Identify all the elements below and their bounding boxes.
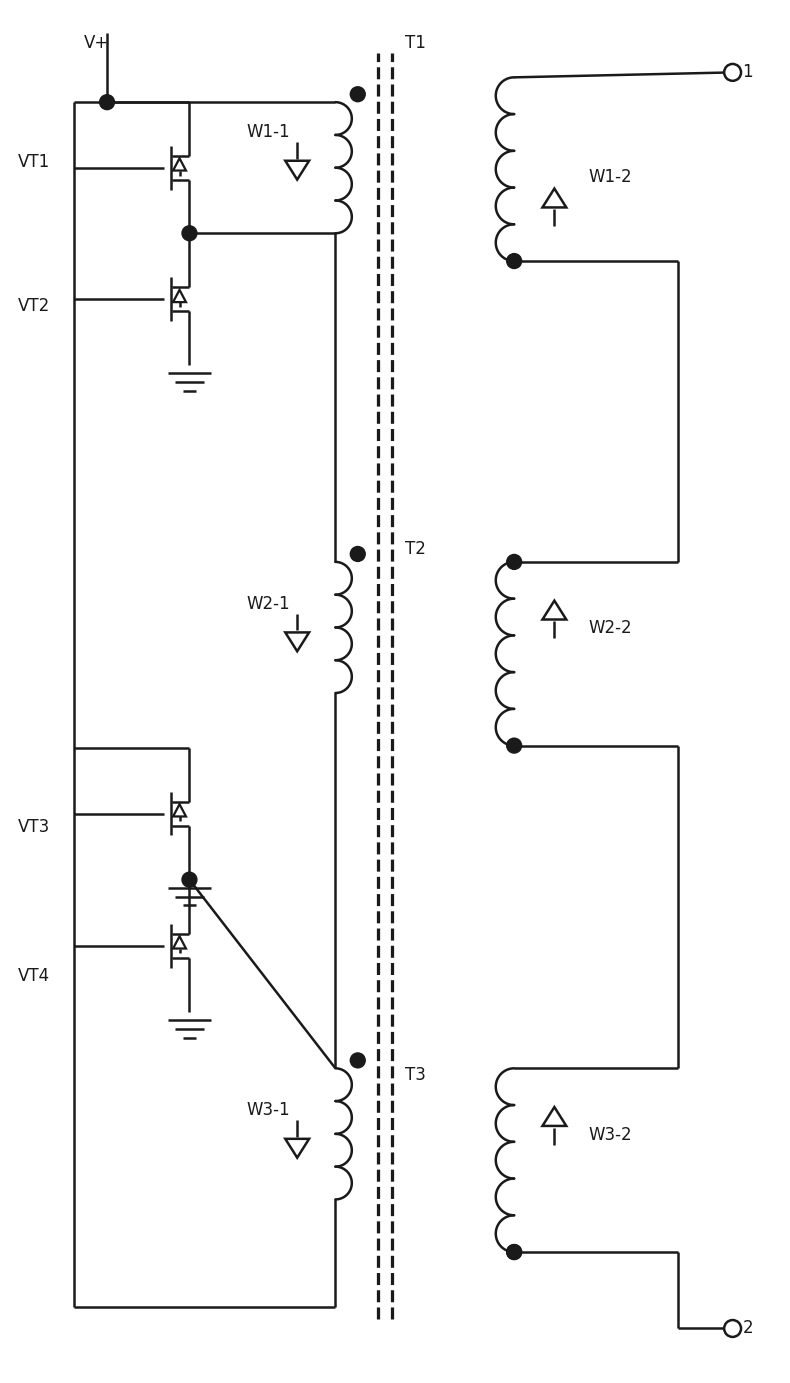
Text: V+: V+	[85, 33, 110, 51]
Text: 2: 2	[743, 1319, 753, 1337]
Text: W2-1: W2-1	[246, 595, 290, 613]
Circle shape	[506, 253, 521, 268]
Text: T3: T3	[405, 1066, 426, 1084]
Text: W1-1: W1-1	[246, 123, 290, 141]
Circle shape	[100, 94, 115, 109]
Text: 1: 1	[743, 64, 753, 82]
Text: T2: T2	[405, 539, 426, 557]
Text: VT1: VT1	[17, 152, 50, 170]
Circle shape	[182, 225, 197, 241]
Text: VT2: VT2	[17, 297, 50, 315]
Text: W3-1: W3-1	[246, 1101, 290, 1119]
Circle shape	[350, 87, 365, 102]
Text: VT3: VT3	[17, 817, 50, 837]
Polygon shape	[285, 160, 309, 180]
Circle shape	[350, 546, 365, 561]
Circle shape	[506, 739, 521, 754]
Polygon shape	[285, 632, 309, 651]
Polygon shape	[285, 1138, 309, 1158]
Circle shape	[182, 873, 197, 887]
Text: W1-2: W1-2	[589, 167, 632, 185]
Circle shape	[724, 64, 741, 80]
Polygon shape	[543, 1106, 566, 1126]
Polygon shape	[173, 936, 186, 949]
Text: T1: T1	[405, 33, 426, 51]
Text: W3-2: W3-2	[589, 1126, 632, 1144]
Polygon shape	[173, 290, 186, 301]
Circle shape	[506, 1245, 521, 1260]
Polygon shape	[543, 188, 566, 207]
Circle shape	[506, 555, 521, 570]
Polygon shape	[543, 600, 566, 620]
Circle shape	[350, 1052, 365, 1068]
Text: W2-2: W2-2	[589, 620, 632, 638]
Polygon shape	[173, 804, 186, 816]
Circle shape	[724, 1319, 741, 1337]
Polygon shape	[173, 158, 186, 170]
Text: VT4: VT4	[17, 967, 50, 985]
Circle shape	[506, 1245, 521, 1260]
